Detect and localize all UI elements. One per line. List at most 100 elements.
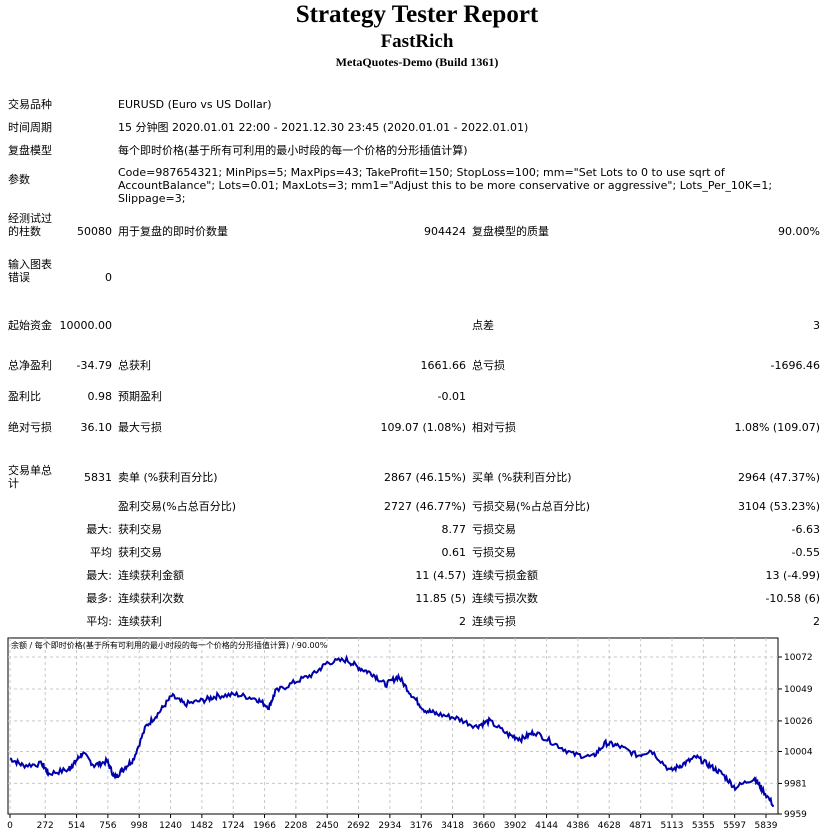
stat-v1: 平均	[90, 546, 112, 559]
stat-v1: 5831	[84, 471, 112, 484]
stat-v1: 最多:	[86, 592, 112, 605]
stat-v3: -10.58 (6)	[765, 592, 820, 605]
expert-name: FastRich	[380, 31, 454, 52]
stat-v3: -6.63	[791, 523, 820, 536]
x-tick-label: 3902	[504, 821, 527, 831]
x-tick-label: 998	[131, 821, 148, 831]
stat-v3: -0.55	[791, 546, 820, 559]
stat-l3: 亏损交易(%占总百分比)	[472, 500, 591, 513]
stat-label: 输入图表错误	[8, 257, 52, 284]
x-tick-label: 3176	[410, 821, 433, 831]
stat-l3: 亏损交易	[472, 546, 516, 559]
stat-l2: 卖单 (%获利百分比)	[118, 471, 218, 484]
stat-v1: 10000.00	[59, 319, 113, 332]
stat-v2: 11 (4.57)	[415, 569, 466, 582]
balance-line	[9, 654, 775, 808]
chart-title: 余额 / 每个即时价格(基于所有可利用的最小时段的每一个价格的分形插值计算) /…	[11, 640, 328, 650]
stat-v2: 2867 (46.15%)	[383, 471, 466, 484]
stat-v1: -34.79	[76, 359, 112, 372]
stat-v3: 2964 (47.37%)	[737, 471, 820, 484]
x-tick-label: 2208	[284, 821, 307, 831]
info-label: 时间周期	[8, 121, 52, 134]
stat-v3: 1.08% (109.07)	[734, 421, 820, 434]
stat-v2: 109.07 (1.08%)	[380, 421, 466, 434]
x-tick-label: 5597	[723, 821, 746, 831]
x-tick-label: 272	[37, 821, 54, 831]
stat-l2: 连续获利次数	[118, 592, 184, 605]
x-tick-label: 2934	[378, 821, 401, 831]
report-title: Strategy Tester Report	[295, 1, 539, 28]
x-tick-label: 4871	[629, 821, 652, 831]
x-tick-label: 5839	[755, 821, 778, 831]
info-value: 每个即时价格(基于所有可利用的最小时段的每一个价格的分形插值计算)	[118, 144, 468, 157]
stat-v1: 36.10	[80, 421, 113, 434]
stat-l2: 最大亏损	[118, 421, 162, 434]
stat-v2: 2	[459, 615, 466, 628]
info-value: 15 分钟图 2020.01.01 22:00 - 2021.12.30 23:…	[118, 121, 529, 134]
stat-v1: 0.98	[87, 390, 113, 403]
stat-v2: 1661.66	[420, 359, 467, 372]
stat-l3: 点差	[472, 319, 494, 332]
y-tick-label: 10026	[784, 717, 813, 727]
stat-l3: 相对亏损	[472, 421, 516, 434]
stat-v2: 8.77	[441, 523, 467, 536]
stat-v3: 13 (-4.99)	[765, 569, 820, 582]
stat-v3: 3104 (53.23%)	[737, 500, 820, 513]
x-tick-label: 4144	[535, 821, 558, 831]
stat-v2: 904424	[424, 225, 466, 238]
stat-v3: 90.00%	[778, 225, 820, 238]
stat-v2: 11.85 (5)	[415, 592, 466, 605]
info-label: 参数	[8, 173, 30, 186]
y-tick-label: 10072	[784, 653, 813, 663]
stat-v3: 2	[813, 615, 820, 628]
stat-l2: 连续获利	[118, 615, 162, 628]
stat-v2: -0.01	[437, 390, 466, 403]
y-tick-label: 10049	[784, 685, 813, 695]
balance-chart: 0 272 514 756 998 1240 1482 1724 1966 2208 2450 269…	[7, 637, 813, 831]
x-tick-label: 1240	[159, 821, 182, 831]
stat-label: 交易单总计	[8, 464, 52, 490]
stat-l3: 连续亏损次数	[472, 592, 538, 605]
y-tick-label: 9981	[784, 779, 807, 789]
stat-l2: 预期盈利	[118, 390, 162, 403]
info-label: 交易品种	[8, 98, 52, 111]
x-tick-label: 1482	[190, 821, 213, 831]
x-tick-label: 756	[99, 821, 116, 831]
x-tick-label: 1724	[222, 821, 245, 831]
stat-v2: 0.61	[441, 546, 467, 559]
plot-area	[7, 637, 779, 815]
stat-v3: 3	[813, 319, 820, 332]
stat-l3: 复盘模型的质量	[472, 225, 549, 238]
stat-label: 总净盈利	[8, 358, 52, 372]
x-tick-label: 0	[7, 821, 13, 831]
stat-l2: 盈利交易(%占总百分比)	[118, 500, 237, 513]
info-value: EURUSD (Euro vs US Dollar)	[118, 98, 272, 111]
stat-l2: 总获利	[118, 359, 151, 372]
x-tick-label: 2692	[347, 821, 370, 831]
stat-v1: 最大:	[86, 523, 112, 536]
stat-l3: 买单 (%获利百分比)	[472, 471, 572, 484]
stat-label: 经测试过的柱数	[8, 211, 52, 238]
stat-label: 盈利比	[8, 389, 41, 403]
stat-v1: 平均:	[86, 615, 112, 628]
stat-v2: 2727 (46.77%)	[383, 500, 466, 513]
stat-label: 绝对亏损	[8, 420, 52, 434]
stat-v1: 0	[105, 271, 112, 284]
stat-v1: 50080	[77, 225, 112, 238]
stat-label: 起始资金	[8, 318, 52, 332]
x-tick-label: 4386	[566, 821, 589, 831]
stat-l3: 亏损交易	[472, 523, 516, 536]
stat-l2: 获利交易	[118, 546, 162, 559]
stat-l2: 用于复盘的即时价数量	[118, 225, 228, 238]
x-tick-label: 5355	[692, 821, 715, 831]
stat-l2: 连续获利金额	[118, 569, 184, 582]
stat-v3: -1696.46	[770, 359, 820, 372]
x-tick-label: 3418	[441, 821, 464, 831]
server-build: MetaQuotes-Demo (Build 1361)	[335, 55, 499, 69]
x-tick-label: 514	[68, 821, 85, 831]
x-tick-label: 3660	[472, 821, 495, 831]
y-tick-label: 10004	[784, 747, 813, 757]
y-tick-label: 9959	[784, 810, 807, 820]
stat-l3: 连续亏损	[472, 615, 516, 628]
x-tick-label: 2450	[316, 821, 339, 831]
